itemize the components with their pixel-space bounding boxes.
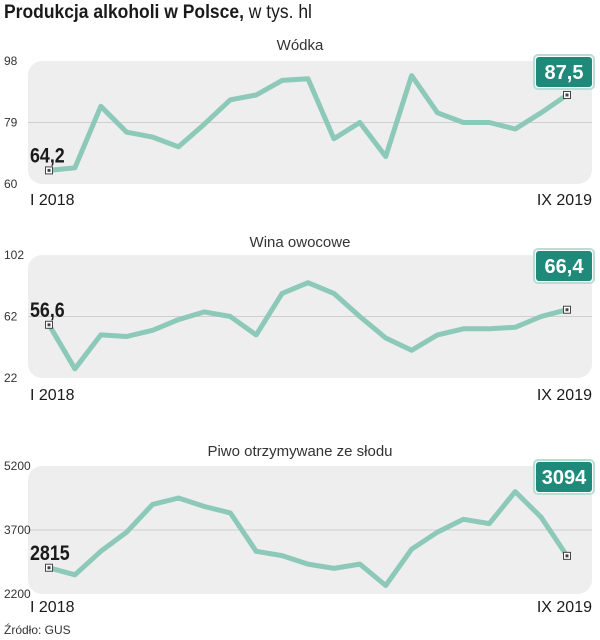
end-badge-0 [536,57,592,87]
point-dot-1-end [565,308,569,312]
x-end-label-1: IX 2019 [537,387,592,404]
source-note: Źródło: GUS [4,623,71,637]
end-badge-1 [536,251,592,281]
y-tick-2-0: 5200 [4,459,31,473]
end-value-label-2: 3094 [542,467,587,489]
y-tick-1-2: 22 [4,371,18,385]
start-value-label-2: 2815 [30,541,70,565]
end-value-label-1: 66,4 [545,256,585,278]
start-value-label-1: 56,6 [30,298,65,322]
y-tick-2-2: 2200 [4,587,31,601]
chart-title-0: Wódka [277,37,324,54]
series-line-2 [46,489,570,588]
chart-title-2: Piwo otrzymywane ze słodu [207,443,392,460]
end-value-label-0: 87,5 [545,62,584,84]
page-title: Produkcja alkoholi w Polsce, w tys. hl [4,2,312,24]
series-line-0 [46,73,570,173]
title-unit: w tys. hl [248,2,312,23]
point-dot-0-start [47,168,51,172]
x-end-label-2: IX 2019 [537,599,592,616]
y-tick-0-0: 98 [4,54,18,68]
point-dot-1-start [47,323,51,327]
y-tick-1-0: 102 [4,248,24,262]
title-main: Produkcja alkoholi w Polsce, [4,2,244,23]
y-tick-2-1: 3700 [4,523,31,537]
point-dot-2-start [47,566,51,570]
start-value-label-0: 64,2 [30,144,65,168]
x-start-label-2: I 2018 [30,599,75,616]
point-dot-2-end [565,554,569,558]
x-start-label-1: I 2018 [30,387,75,404]
y-tick-0-1: 79 [4,116,18,130]
point-dot-0-end [565,93,569,97]
y-tick-0-2: 60 [4,177,18,191]
chart-title-1: Wina owocowe [250,234,351,251]
x-start-label-0: I 2018 [30,192,75,209]
series-line-1 [46,280,570,372]
x-end-label-0: IX 2019 [537,192,592,209]
y-tick-1-1: 62 [4,310,18,324]
end-badge-2 [536,462,592,492]
